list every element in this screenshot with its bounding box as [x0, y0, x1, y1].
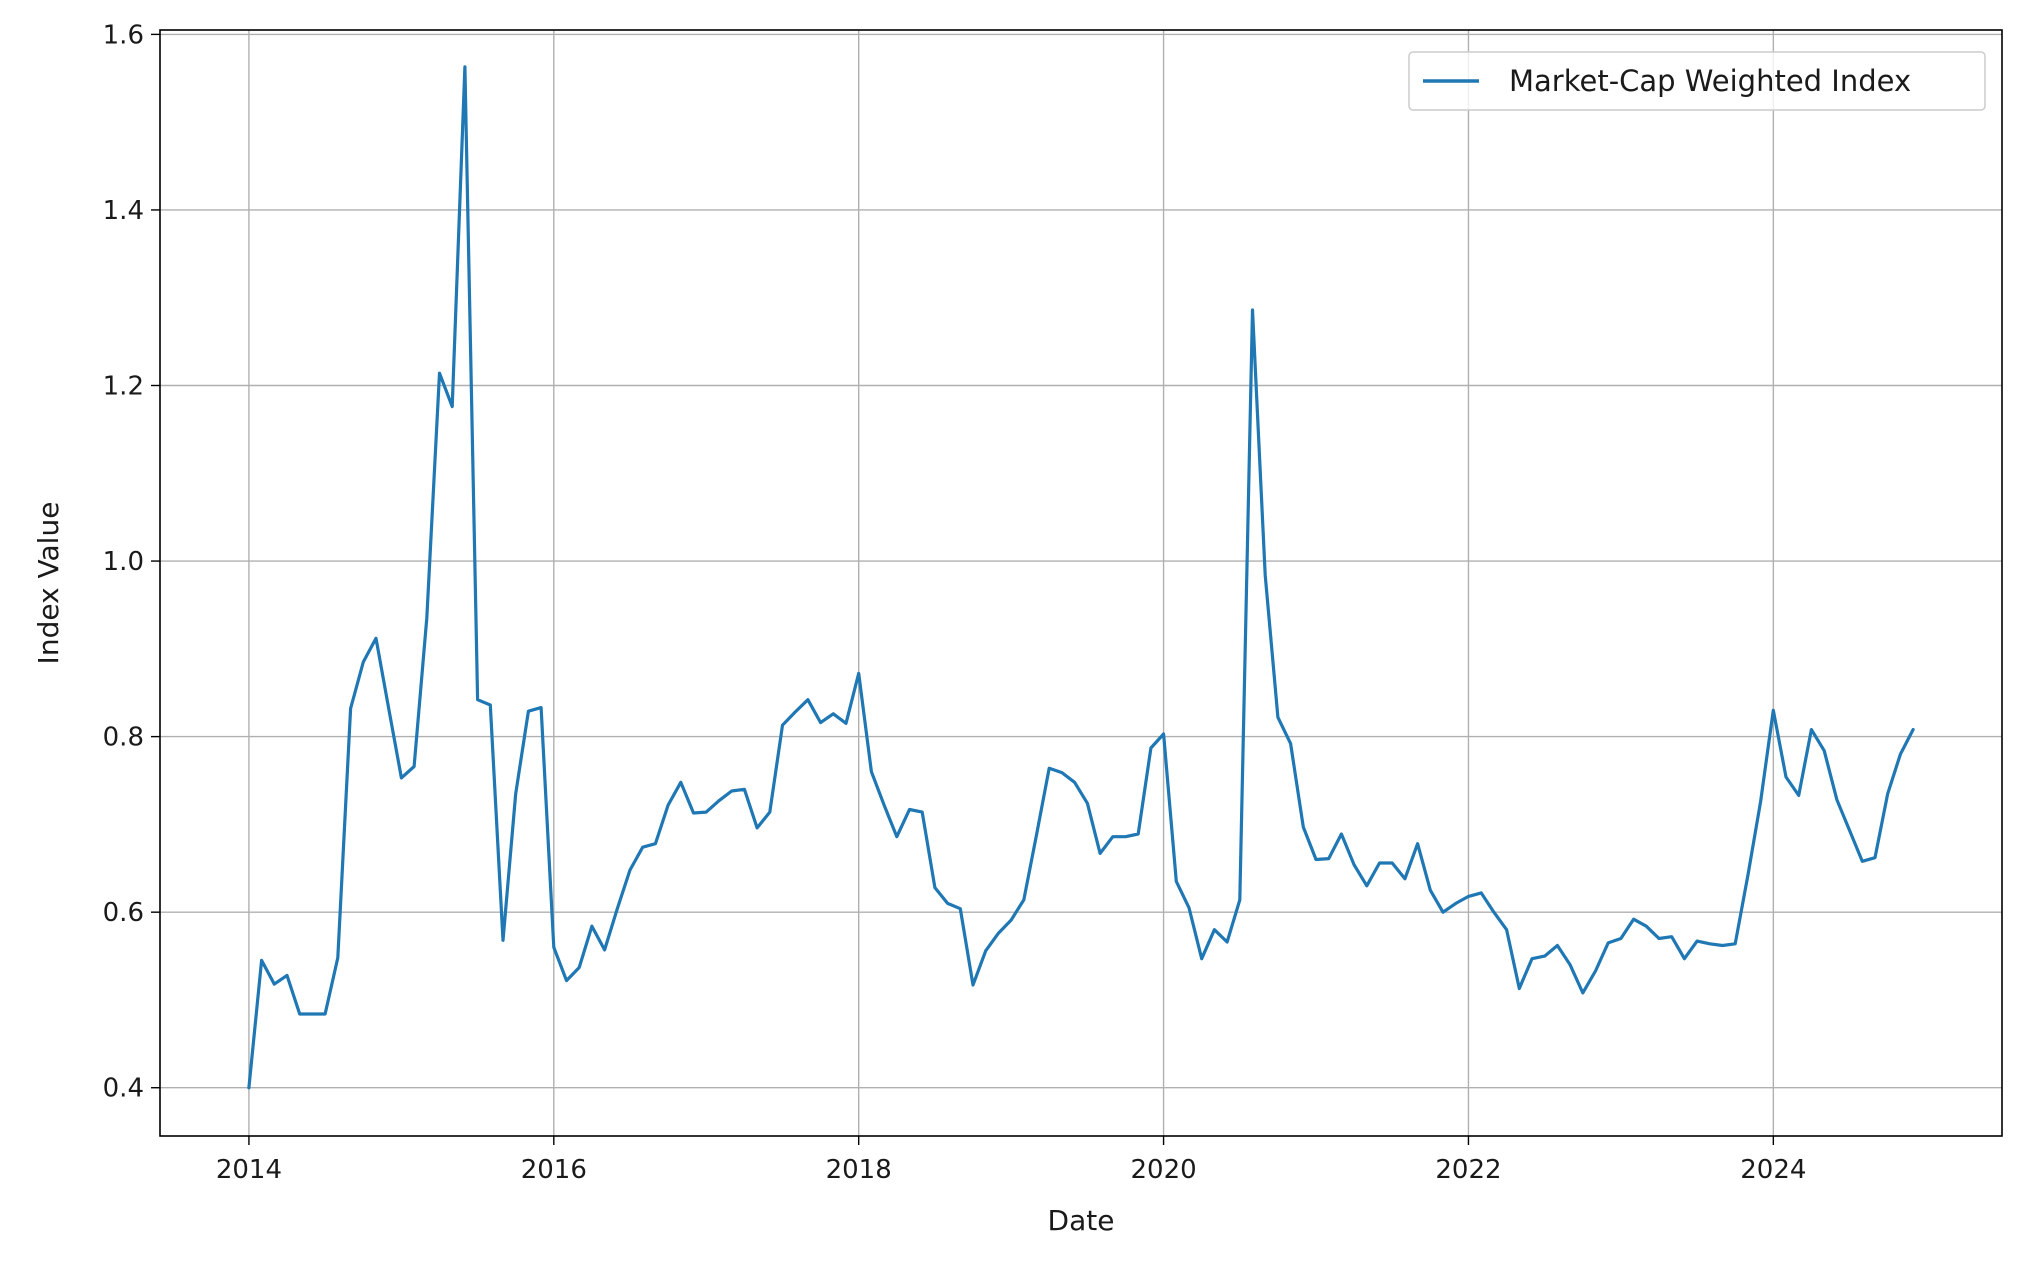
legend: Market-Cap Weighted Index	[1408, 51, 1986, 111]
x-tick-label: 2020	[1130, 1155, 1196, 1185]
x-tick-label: 2018	[826, 1155, 892, 1185]
x-axis-label: Date	[1048, 1204, 1115, 1237]
y-tick-label: 0.4	[103, 1074, 144, 1104]
legend-label: Market-Cap Weighted Index	[1509, 64, 1911, 98]
series-line	[247, 65, 1915, 1090]
series-layer	[247, 65, 1915, 1090]
x-tick-label: 2024	[1740, 1155, 1806, 1185]
plot-frame	[159, 29, 2003, 1137]
y-axis-label: Index Value	[32, 502, 65, 665]
y-tick-label: 1.0	[103, 547, 144, 577]
x-tick-label: 2014	[216, 1155, 282, 1185]
y-tick-label: 0.6	[103, 898, 144, 928]
y-tick-label: 1.6	[103, 20, 144, 50]
y-tick-label: 1.4	[103, 196, 144, 226]
y-tick-label: 1.2	[103, 372, 144, 402]
x-tick-label: 2016	[521, 1155, 587, 1185]
legend-box	[1408, 51, 1986, 111]
y-tick-label: 0.8	[103, 723, 144, 753]
x-tick-label: 2022	[1435, 1155, 1501, 1185]
ticks: 2014 2016 2018 2020 2022 2024 0.4 0.6 0.8 1.0 1.2 1…	[103, 20, 1807, 1185]
